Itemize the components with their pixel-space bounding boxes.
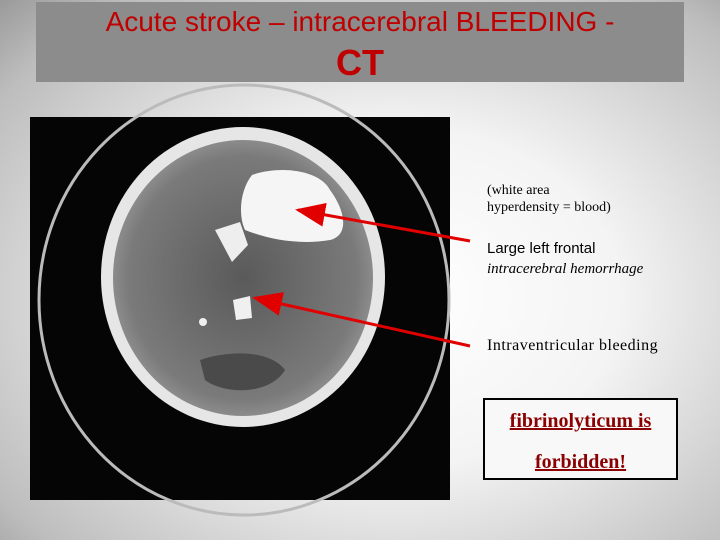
scanner-table [37,83,451,517]
annotation-line: hyperdensity = blood) [487,200,611,215]
annotation: Large left frontal [487,240,596,257]
annotation-line: (white area [487,183,550,198]
arrow [252,292,471,348]
warning-line: forbidden! [534,451,627,473]
calcification [199,318,207,326]
posterior-fossa [200,353,285,391]
ventricle-blood [215,222,248,262]
ventricle-blood [233,296,252,320]
arrow [295,202,471,243]
annotation: Intraventricular bleeding [487,337,659,354]
title-line: Acute stroke – intracerebral BLEEDING - [105,6,615,37]
warning-box: fibrinolyticum is forbidden! [483,398,678,480]
warning-line: fibrinolyticum is [509,410,652,432]
title-line: CT [336,42,384,83]
annotation: intracerebral hemorrhage [487,261,644,277]
title-box: Acute stroke – intracerebral BLEEDING - … [36,2,684,83]
annotation: (white area hyperdensity = blood) [487,182,611,216]
